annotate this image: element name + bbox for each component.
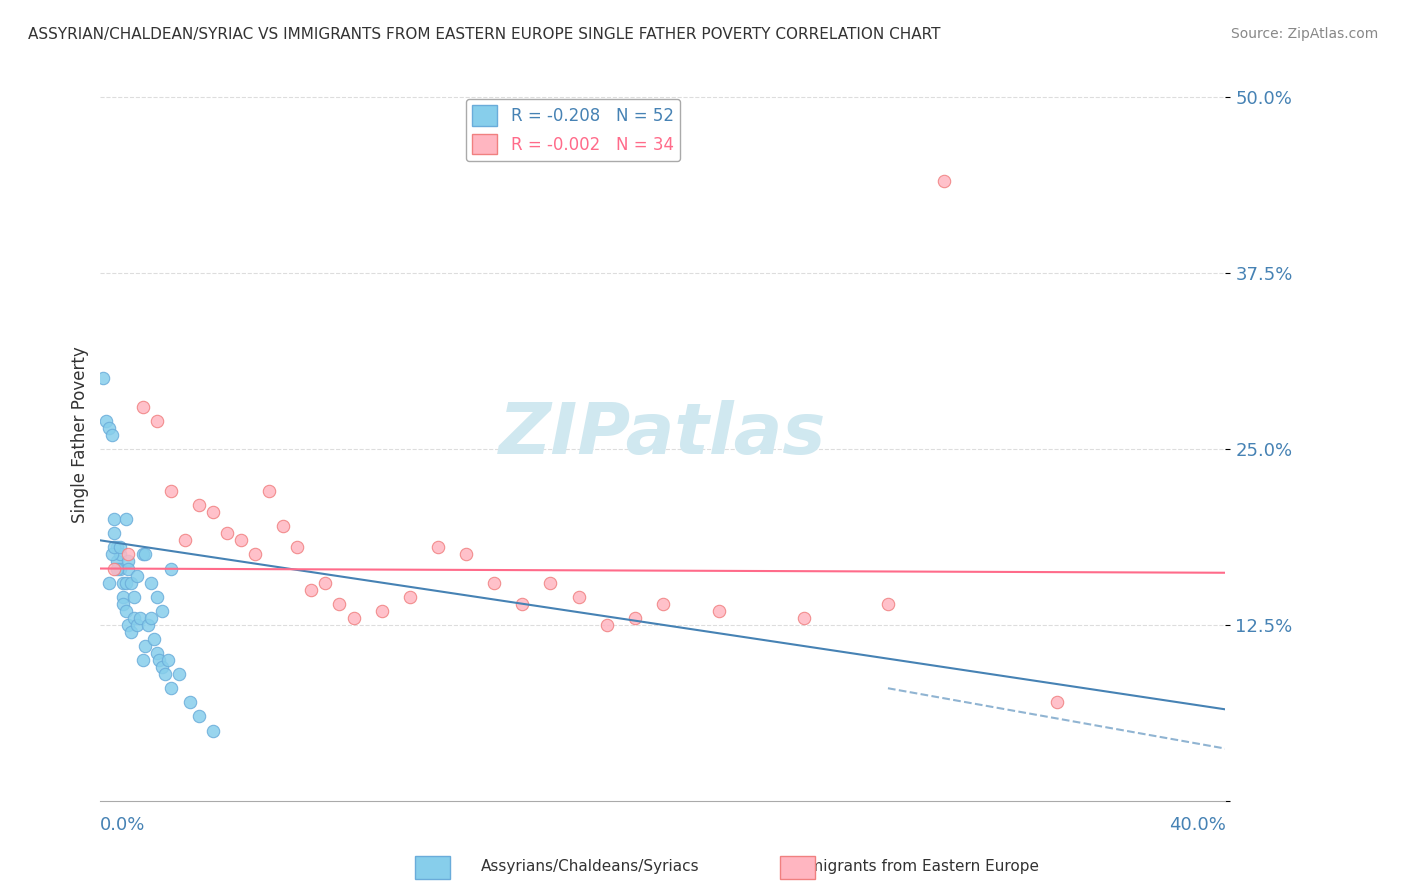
Point <box>159 561 181 575</box>
Point <box>100 427 122 442</box>
Point <box>651 597 673 611</box>
Point <box>215 526 238 541</box>
Point <box>131 653 153 667</box>
Point <box>229 533 252 548</box>
Point <box>114 575 136 590</box>
Point <box>120 624 142 639</box>
Point <box>120 575 142 590</box>
Point <box>114 512 136 526</box>
Point <box>153 667 176 681</box>
Point <box>125 568 148 582</box>
Point <box>187 498 209 512</box>
Point <box>108 548 131 562</box>
Point <box>201 505 224 519</box>
Legend: R = -0.208   N = 52, R = -0.002   N = 34: R = -0.208 N = 52, R = -0.002 N = 34 <box>465 99 681 161</box>
Point <box>148 653 170 667</box>
Point <box>103 512 125 526</box>
Point <box>128 611 150 625</box>
Point <box>793 611 815 625</box>
Point <box>105 541 128 555</box>
Point <box>709 604 731 618</box>
Point <box>103 541 125 555</box>
Point <box>111 597 134 611</box>
Point <box>97 575 120 590</box>
Point <box>117 618 139 632</box>
Point <box>117 554 139 568</box>
Point <box>243 548 266 562</box>
Point <box>136 618 159 632</box>
Point <box>370 604 392 618</box>
Point <box>111 575 134 590</box>
Point <box>173 533 195 548</box>
Point <box>1046 695 1069 709</box>
Point <box>103 561 125 575</box>
Point <box>125 618 148 632</box>
Text: ZIPatlas: ZIPatlas <box>499 401 827 469</box>
Point <box>114 604 136 618</box>
Point <box>538 575 561 590</box>
Point <box>91 371 114 385</box>
Point <box>150 604 173 618</box>
Point <box>454 548 477 562</box>
Point <box>100 548 122 562</box>
Text: 0.0%: 0.0% <box>100 816 146 834</box>
Point <box>510 597 533 611</box>
Point <box>150 660 173 674</box>
Point <box>285 541 308 555</box>
Point <box>145 590 167 604</box>
Point <box>342 611 364 625</box>
Point <box>201 723 224 738</box>
Point <box>877 597 900 611</box>
Point <box>299 582 322 597</box>
Point <box>97 420 120 434</box>
Point <box>398 590 420 604</box>
Point <box>156 653 179 667</box>
Point <box>139 611 162 625</box>
Point <box>328 597 350 611</box>
Point <box>623 611 645 625</box>
Point <box>111 590 134 604</box>
Point <box>567 590 589 604</box>
Point <box>122 611 145 625</box>
Point <box>145 646 167 660</box>
Text: Source: ZipAtlas.com: Source: ZipAtlas.com <box>1230 27 1378 41</box>
Text: Assyrians/Chaldeans/Syriacs: Assyrians/Chaldeans/Syriacs <box>481 859 700 874</box>
Text: 40.0%: 40.0% <box>1168 816 1226 834</box>
Text: ASSYRIAN/CHALDEAN/SYRIAC VS IMMIGRANTS FROM EASTERN EUROPE SINGLE FATHER POVERTY: ASSYRIAN/CHALDEAN/SYRIAC VS IMMIGRANTS F… <box>28 27 941 42</box>
Point <box>117 548 139 562</box>
Point <box>595 618 617 632</box>
Point <box>187 709 209 723</box>
Point <box>167 667 190 681</box>
Point <box>131 548 153 562</box>
Point <box>934 174 956 188</box>
Point <box>426 541 449 555</box>
Point <box>314 575 336 590</box>
Point <box>117 561 139 575</box>
Y-axis label: Single Father Poverty: Single Father Poverty <box>72 346 89 523</box>
Point <box>94 414 117 428</box>
Point <box>482 575 505 590</box>
Point <box>134 639 156 653</box>
Point <box>257 484 280 499</box>
Point <box>134 548 156 562</box>
Point <box>271 519 294 533</box>
Point <box>122 590 145 604</box>
Point <box>131 400 153 414</box>
Point <box>145 414 167 428</box>
Point <box>108 561 131 575</box>
Point <box>142 632 165 646</box>
Point <box>139 575 162 590</box>
Point <box>159 681 181 696</box>
Point <box>105 554 128 568</box>
Point <box>108 541 131 555</box>
Point <box>103 526 125 541</box>
Point <box>159 484 181 499</box>
Point <box>105 561 128 575</box>
Point <box>179 695 201 709</box>
Text: Immigrants from Eastern Europe: Immigrants from Eastern Europe <box>789 859 1039 874</box>
